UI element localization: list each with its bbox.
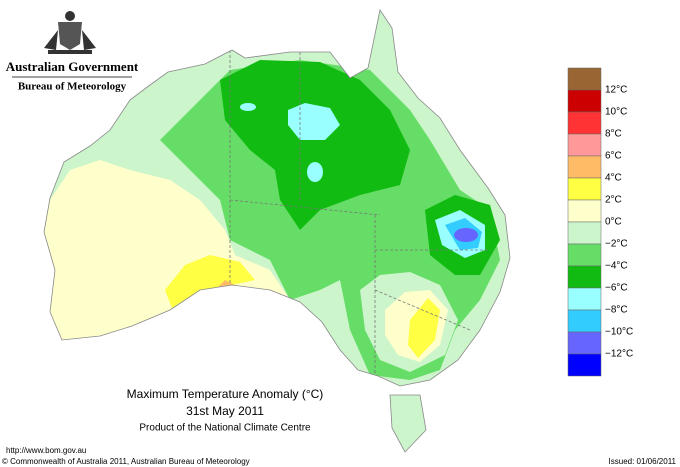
legend-swatch (567, 111, 602, 135)
legend-swatch (567, 67, 602, 91)
legend-swatch (567, 133, 602, 157)
legend-label: 2°C (605, 195, 622, 206)
footer-url: http://www.bom.gov.au (6, 446, 86, 455)
legend-label: 8°C (605, 129, 622, 140)
legend-label: 4°C (605, 173, 622, 184)
legend-label: −12°C (605, 349, 633, 360)
legend-swatch (567, 331, 602, 355)
legend-swatch (567, 155, 602, 179)
map-date: 31st May 2011 (186, 404, 264, 418)
legend: 12°C 10°C 8°C 6°C 4°C 2°C 0°C −2°C −4°C −6°C −8°C −… (567, 67, 633, 377)
legend-swatch (567, 177, 602, 201)
legend-label: −2°C (605, 239, 628, 250)
footer-copyright: © Commonwealth of Australia 2011, Austra… (2, 457, 250, 466)
legend-label: 10°C (605, 107, 627, 118)
bureau-name: Bureau of Meteorology (18, 81, 127, 93)
footer-issued: Issued: 01/06/2011 (609, 457, 677, 466)
coastline (43, 8, 511, 453)
map-product: Product of the National Climate Centre (139, 423, 311, 434)
legend-swatch (567, 199, 602, 223)
legend-label: 12°C (605, 85, 627, 96)
legend-swatch (567, 309, 602, 333)
map-title: Maximum Temperature Anomaly (°C) (127, 387, 324, 401)
legend-swatch (567, 353, 602, 377)
legend-label: −4°C (605, 261, 628, 272)
government-name: Australian Government (6, 59, 139, 74)
legend-label: 6°C (605, 151, 622, 162)
legend-swatch (567, 265, 602, 289)
legend-swatch (567, 221, 602, 245)
legend-label: −10°C (605, 327, 633, 338)
legend-label: −8°C (605, 305, 628, 316)
legend-label: 0°C (605, 217, 622, 228)
legend-swatch (567, 89, 602, 113)
legend-label: −6°C (605, 283, 628, 294)
legend-swatch (567, 287, 602, 311)
coat-of-arms (44, 11, 96, 54)
legend-swatch (567, 243, 602, 267)
